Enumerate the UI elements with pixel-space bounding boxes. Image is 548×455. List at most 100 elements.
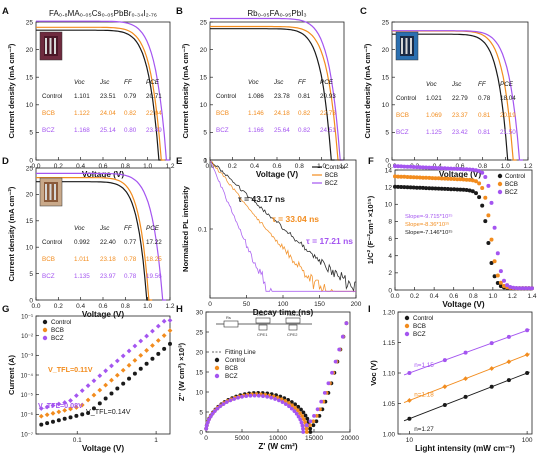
y-tick-label: 5	[385, 130, 389, 137]
y-tick-label: 12	[385, 184, 393, 191]
nyquist-point-bcz	[248, 393, 253, 398]
voc-point-bcb	[442, 384, 448, 390]
nyquist-tail-point-control	[314, 419, 319, 424]
x-tick-label: 0.4	[76, 303, 85, 310]
sclc-point-bcb	[109, 377, 114, 383]
sclc-point-bcz	[44, 404, 50, 410]
mott-schottky-point-bcz	[526, 286, 531, 291]
table-cell: 20.71	[146, 93, 162, 100]
circuit-label: CPE1	[257, 332, 268, 337]
mott-schottky-point-control	[449, 187, 453, 192]
y-tick-label: 1	[203, 157, 207, 164]
sclc-point-bcb	[68, 406, 73, 412]
nyquist-tail-point-bcz	[308, 419, 313, 424]
sclc-point-bcb	[138, 352, 144, 358]
voc-point-control	[506, 378, 511, 383]
mott-schottky-point-control	[458, 187, 463, 192]
panel-a-jv-chart: Voltage (V) Current density (mA cm⁻²) FA₀.…	[7, 9, 175, 179]
nyquist-point-control	[289, 400, 294, 404]
y-tick-label: 10	[385, 202, 393, 209]
cpe-element	[258, 324, 268, 331]
table-cell: 20.93	[320, 93, 336, 100]
y-tick-label: 2	[388, 270, 392, 277]
nyquist-tail-point-bcz	[330, 370, 334, 375]
nyquist-point-bcz	[204, 426, 209, 431]
jv-curve-bcz	[36, 20, 170, 161]
table-cell: 1.086	[248, 93, 264, 100]
mott-schottky-point-control	[439, 186, 444, 191]
mott-schottky-point-bcz	[414, 165, 419, 170]
nyquist-point-bcb	[301, 417, 306, 421]
x-axis-label: Voltage (V)	[442, 300, 484, 309]
x-tick-label: 5000	[235, 435, 250, 442]
y-tick-label: 20	[382, 47, 390, 54]
mott-schottky-point-control	[436, 186, 441, 191]
table-cell: 1.125	[426, 129, 442, 136]
device-photo-electrode	[49, 184, 52, 200]
x-tick-label: 10	[406, 437, 414, 444]
y-tick-label: 15	[26, 218, 34, 225]
mott-schottky-point-control	[421, 185, 425, 190]
x-tick-label: 0.6	[455, 163, 464, 170]
x-axis-label: Voltage (V)	[82, 310, 124, 319]
mott-schottky-point-bcb	[402, 174, 407, 179]
mott-schottky-point-control	[399, 185, 404, 189]
nyquist-tail-point-bcz	[333, 359, 338, 364]
table-cell: 22.79	[452, 95, 468, 102]
mott-schottky-point-bcz	[417, 165, 422, 170]
y-tick-label: 20	[26, 192, 34, 199]
y-tick-label: 25	[196, 329, 204, 336]
table-cell: 0.81	[298, 93, 311, 100]
mott-schottky-point-bcz	[492, 225, 497, 230]
sclc-point-control	[121, 381, 126, 386]
panel-letter: A	[2, 6, 9, 17]
legend-label: Control	[325, 164, 345, 171]
x-tick-label: 0.0	[390, 293, 399, 300]
mott-schottky-point-bcb	[396, 174, 401, 179]
y-tick-label: 10⁻⁶	[21, 412, 34, 419]
table-header-cell: Voc	[248, 79, 259, 86]
table-cell: 23.18	[100, 256, 116, 263]
table-cell: BCB	[42, 256, 55, 263]
cpe-element	[288, 324, 298, 331]
circuit-label: CPE2	[287, 332, 298, 337]
y-tick-label: 15	[196, 369, 204, 376]
sclc-point-bcz	[97, 373, 103, 379]
nyquist-tail-point-bcz	[304, 423, 309, 428]
table-cell: 0.82	[298, 110, 311, 117]
table-cell: 23.49	[146, 127, 162, 134]
table-cell: 0.81	[478, 129, 491, 136]
nyquist-point-bcb	[304, 430, 309, 434]
panel-i-voc-intensity-chart: Light intensity (mW cm⁻²) Voc (V) 10 100 1.0…	[369, 309, 533, 453]
mott-schottky-point-bcb	[449, 176, 453, 181]
sclc-point-bcb	[150, 343, 155, 348]
nyquist-point-bcz	[300, 423, 305, 428]
nyquist-tail-point-bcz	[312, 414, 316, 418]
sclc-point-bcb	[103, 382, 109, 388]
y-tick-label: 1.15	[383, 340, 396, 347]
y-axis-label: Current (A)	[7, 354, 16, 395]
mott-schottky-point-bcb	[455, 177, 460, 182]
sclc-point-bcz	[150, 328, 155, 334]
table-cell: 0.81	[478, 112, 491, 119]
x-tick-label: 1.2	[165, 303, 174, 310]
jv-curve-control	[210, 28, 335, 161]
table-header-cell: PCE	[146, 79, 160, 86]
sclc-point-bcz	[56, 401, 62, 407]
y-tick-label: 0	[199, 429, 203, 436]
nyquist-tail-point-bcz	[322, 391, 327, 395]
nyquist-point-bcz	[261, 394, 265, 398]
nyquist-point-bcz	[228, 398, 233, 403]
mott-schottky-point-bcb	[433, 176, 438, 181]
x-tick-label: 0.8	[469, 293, 478, 300]
legend-label: Control	[505, 173, 525, 180]
table-cell: 0.79	[124, 93, 137, 100]
sclc-point-control	[50, 419, 55, 424]
mott-schottky-point-control	[480, 203, 485, 208]
sclc-point-control	[45, 421, 50, 426]
nyquist-point-control	[299, 407, 303, 412]
x-tick-label: 0.8	[478, 163, 487, 170]
x-tick-label: 1.0	[143, 163, 152, 170]
mott-schottky-point-bcb	[464, 177, 469, 182]
